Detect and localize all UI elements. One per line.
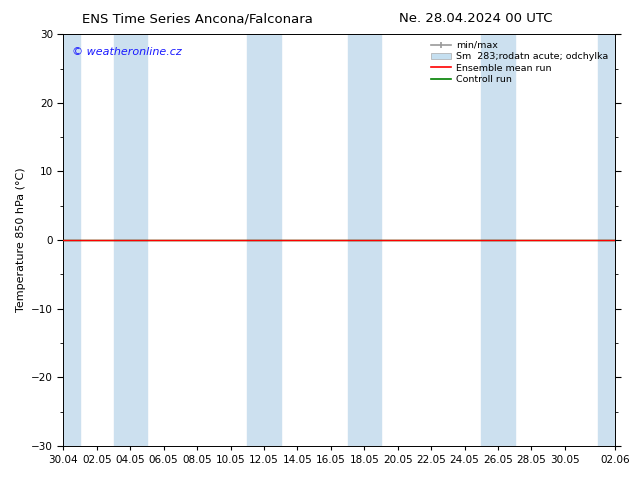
Bar — [247, 34, 281, 446]
Bar — [113, 34, 147, 446]
Text: Ne. 28.04.2024 00 UTC: Ne. 28.04.2024 00 UTC — [399, 12, 553, 25]
Text: © weatheronline.cz: © weatheronline.cz — [72, 47, 181, 57]
Text: ENS Time Series Ancona/Falconara: ENS Time Series Ancona/Falconara — [82, 12, 313, 25]
Legend: min/max, Sm  283;rodatn acute; odchylka, Ensemble mean run, Controll run: min/max, Sm 283;rodatn acute; odchylka, … — [429, 39, 611, 86]
Bar — [481, 34, 515, 446]
Y-axis label: Temperature 850 hPa (°C): Temperature 850 hPa (°C) — [16, 168, 25, 313]
Bar — [347, 34, 381, 446]
Bar — [598, 34, 615, 446]
Bar — [63, 34, 80, 446]
